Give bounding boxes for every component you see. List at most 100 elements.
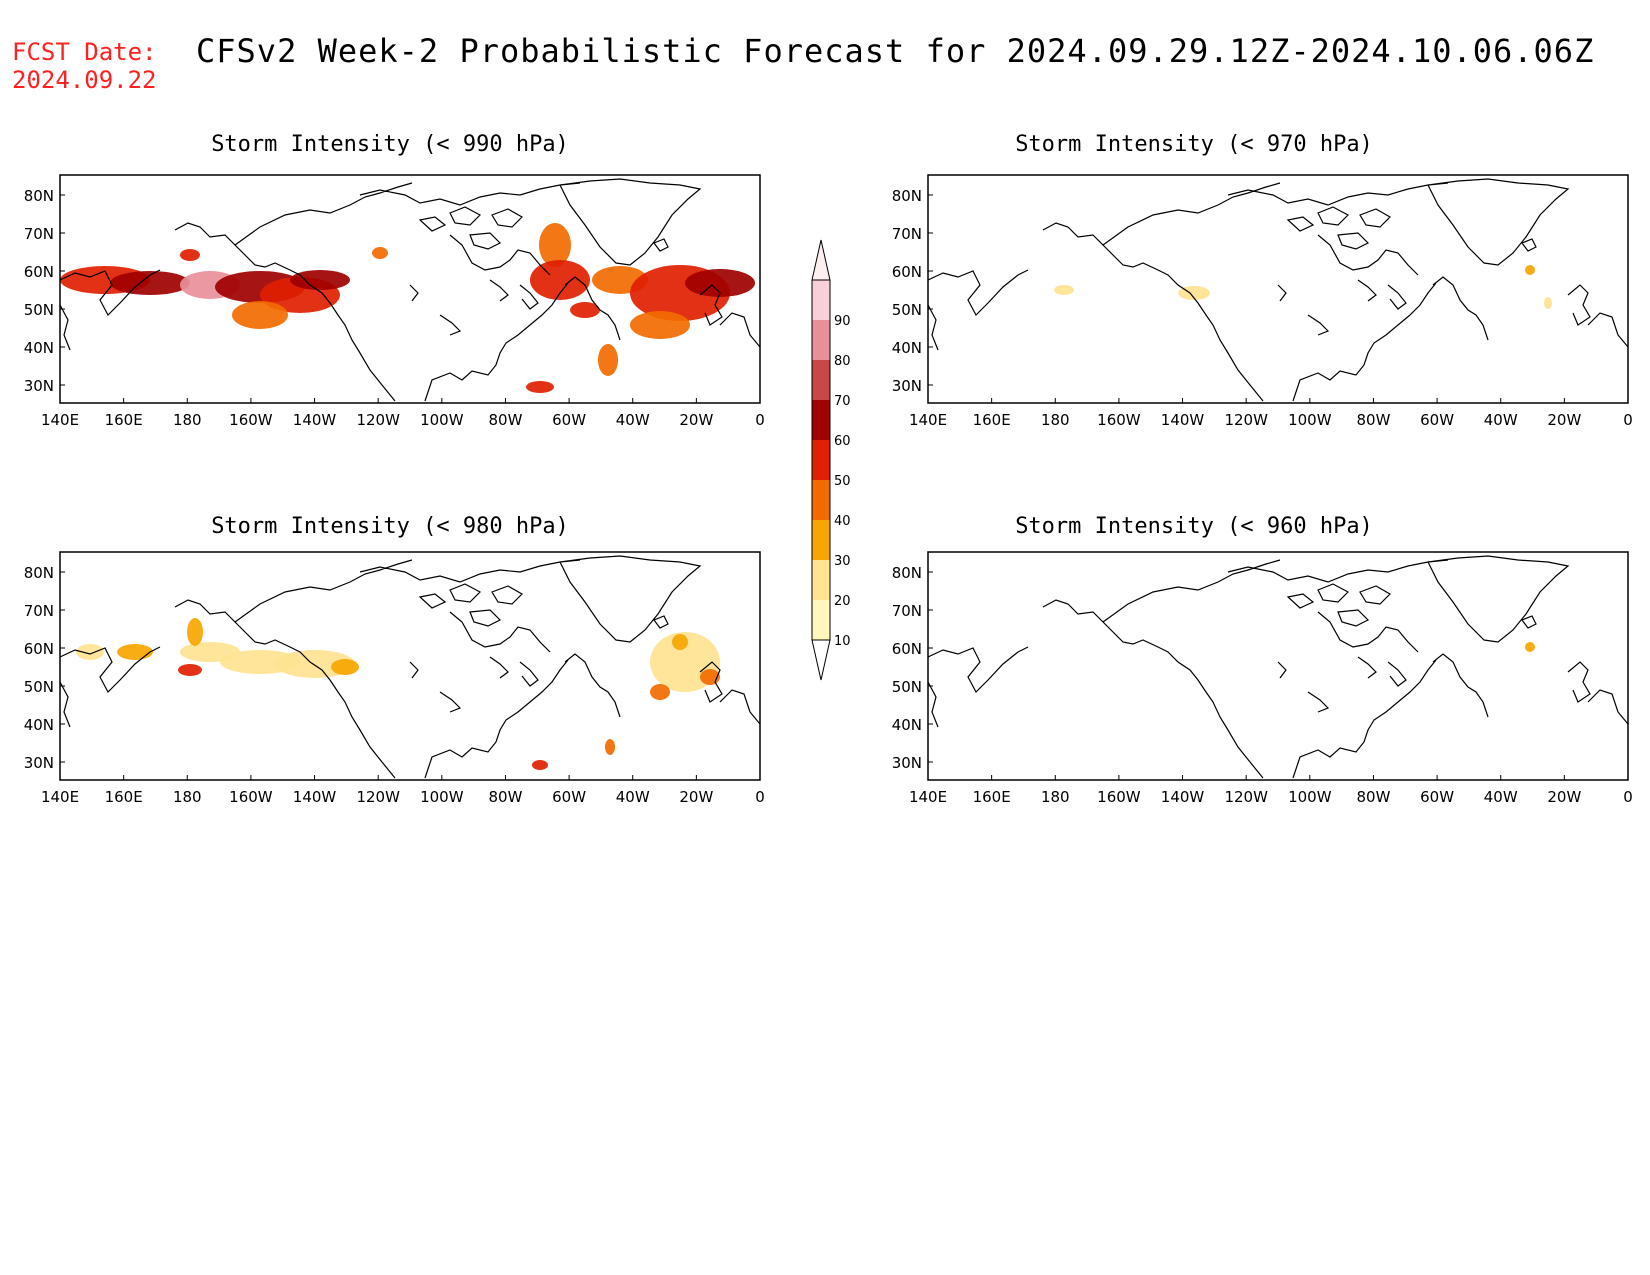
- panel-title-970: Storm Intensity (< 970 hPa): [1015, 132, 1373, 157]
- lon-label: 120W: [1224, 411, 1268, 429]
- lon-label: 140W: [1161, 788, 1205, 806]
- lat-label: 70N: [892, 602, 922, 620]
- lat-label: 50N: [892, 301, 922, 319]
- lon-label: 0: [1623, 411, 1633, 429]
- colorbar-label: 90: [834, 314, 851, 329]
- map-frame: [927, 174, 1629, 404]
- lat-label: 50N: [24, 301, 54, 319]
- lat-label: 30N: [892, 377, 922, 395]
- colorbar-segment: [812, 480, 830, 520]
- lat-label: 30N: [892, 754, 922, 772]
- colorbar-high-tip: [811, 239, 831, 281]
- lon-label: 140E: [41, 411, 79, 429]
- lon-label: 140E: [909, 411, 947, 429]
- lon-label: 180: [173, 411, 202, 429]
- lat-label: 40N: [24, 339, 54, 357]
- colorbar-low-tip: [811, 639, 831, 681]
- lon-label: 120W: [1224, 788, 1268, 806]
- lon-label: 180: [1041, 788, 1070, 806]
- colorbar-label: 10: [834, 634, 851, 649]
- probability-shading: [1054, 265, 1552, 309]
- lon-label: 180: [1041, 411, 1070, 429]
- lon-label: 80W: [488, 788, 522, 806]
- lon-label: 160W: [1097, 411, 1141, 429]
- colorbar-segment: [812, 560, 830, 600]
- lat-label: 50N: [24, 678, 54, 696]
- colorbar-label: 70: [834, 394, 851, 409]
- lat-label: 60N: [892, 640, 922, 658]
- lon-label: 100W: [1288, 788, 1332, 806]
- lon-label: 140W: [293, 411, 337, 429]
- fcst-label-text: FCST Date:: [12, 38, 157, 66]
- lat-label: 60N: [24, 263, 54, 281]
- lat-label: 40N: [892, 716, 922, 734]
- lat-label: 70N: [892, 225, 922, 243]
- lon-label: 60W: [552, 788, 586, 806]
- colorbar-segment: [812, 280, 830, 320]
- map-panel-p970: 140E 160E 180 160W 140W 120W 100W 80W 60W 40W 20W 0…: [892, 174, 1633, 429]
- map-panel-p990: 140E 160E 180 160W 140W 120W 100W 80W 60W 40W 20W 0…: [24, 174, 765, 429]
- colorbar-label: 50: [834, 474, 851, 489]
- colorbar-segment: [812, 440, 830, 480]
- lon-label: 100W: [420, 411, 464, 429]
- probability-shading: [76, 618, 720, 770]
- lon-label: 40W: [616, 411, 650, 429]
- map-panel-p980: 140E 160E 180 160W 140W 120W 100W 80W 60W 40W 20W 0…: [24, 551, 765, 806]
- colorbar-label: 30: [834, 554, 851, 569]
- lon-label: 140E: [41, 788, 79, 806]
- lon-label: 80W: [1356, 411, 1390, 429]
- lon-label: 160E: [105, 411, 143, 429]
- lon-label: 160W: [229, 788, 273, 806]
- panel-title-990: Storm Intensity (< 990 hPa): [211, 132, 569, 157]
- lon-label: 160W: [229, 411, 273, 429]
- probability-shading: [60, 223, 755, 393]
- lat-label: 80N: [24, 187, 54, 205]
- lon-label: 180: [173, 788, 202, 806]
- fcst-date-value: 2024.09.22: [12, 66, 157, 94]
- lon-label: 20W: [679, 411, 713, 429]
- colorbar-label: 60: [834, 434, 851, 449]
- lat-label: 80N: [892, 187, 922, 205]
- lon-label: 40W: [1484, 411, 1518, 429]
- colorbar-label: 20: [834, 594, 851, 609]
- lon-label: 40W: [1484, 788, 1518, 806]
- lon-label: 100W: [1288, 411, 1332, 429]
- lat-label: 80N: [892, 564, 922, 582]
- lat-label: 80N: [24, 564, 54, 582]
- lon-label: 60W: [552, 411, 586, 429]
- lon-label: 0: [755, 788, 765, 806]
- colorbar-segment: [812, 520, 830, 560]
- lon-label: 120W: [356, 411, 400, 429]
- lon-label: 140E: [909, 788, 947, 806]
- panel-title-960: Storm Intensity (< 960 hPa): [1015, 514, 1373, 539]
- lon-label: 120W: [356, 788, 400, 806]
- lon-label: 80W: [1356, 788, 1390, 806]
- lon-label: 20W: [679, 788, 713, 806]
- page-title: CFSv2 Week-2 Probabilistic Forecast for …: [196, 32, 1595, 70]
- lon-label: 140W: [1161, 411, 1205, 429]
- lat-label: 40N: [24, 716, 54, 734]
- lat-label: 70N: [24, 602, 54, 620]
- colorbar: 10 20 30 40 50 60 70 80 90: [811, 239, 851, 681]
- probability-shading: [1525, 642, 1535, 652]
- colorbar-label: 40: [834, 514, 851, 529]
- lon-label: 0: [1623, 788, 1633, 806]
- lon-label: 160W: [1097, 788, 1141, 806]
- colorbar-segment: [812, 360, 830, 400]
- lon-label: 160E: [973, 788, 1011, 806]
- lon-label: 0: [755, 411, 765, 429]
- lat-label: 40N: [892, 339, 922, 357]
- lat-label: 50N: [892, 678, 922, 696]
- colorbar-frame: [811, 279, 831, 641]
- lon-label: 140W: [293, 788, 337, 806]
- lon-label: 160E: [105, 788, 143, 806]
- lat-label: 60N: [24, 640, 54, 658]
- lon-label: 60W: [1420, 411, 1454, 429]
- lon-label: 60W: [1420, 788, 1454, 806]
- lon-label: 20W: [1547, 788, 1581, 806]
- lat-label: 30N: [24, 377, 54, 395]
- map-panel-p960: 140E 160E 180 160W 140W 120W 100W 80W 60W 40W 20W 0…: [892, 551, 1633, 806]
- lat-label: 60N: [892, 263, 922, 281]
- lon-label: 40W: [616, 788, 650, 806]
- map-frame: [927, 551, 1629, 781]
